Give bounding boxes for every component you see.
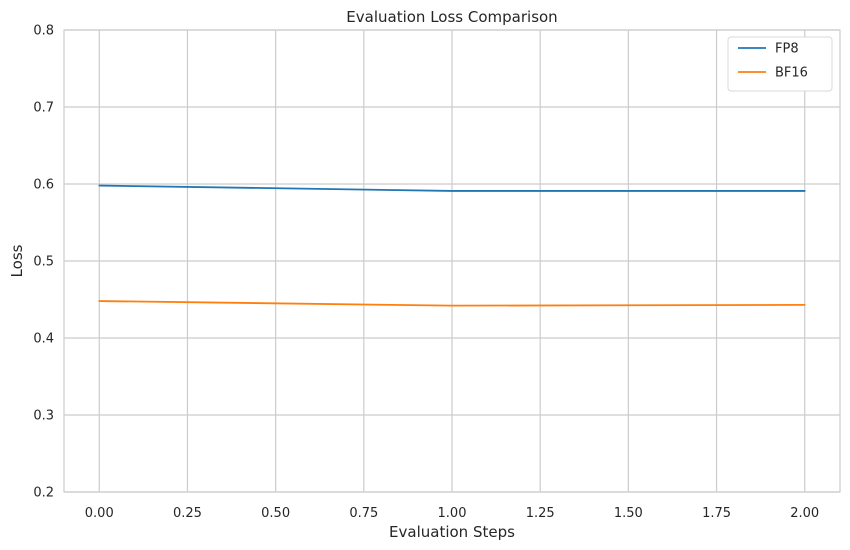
x-tick-label: 1.25 <box>526 506 555 521</box>
series-lines <box>98 184 806 307</box>
y-tick-label: 0.4 <box>33 332 54 347</box>
y-axis-label: Loss <box>8 244 26 277</box>
legend: FP8 BF16 <box>727 36 833 92</box>
y-tick-label: 0.3 <box>33 409 54 424</box>
x-tick-label: 1.50 <box>614 506 643 521</box>
series-line-fp8 <box>98 184 806 192</box>
x-tick-label: 0.75 <box>349 506 378 521</box>
x-tick-label: 1.00 <box>438 506 467 521</box>
legend-box <box>727 36 833 92</box>
plot-area <box>63 29 841 493</box>
x-tick-label: 1.75 <box>702 506 731 521</box>
x-tick-label: 0.25 <box>173 506 202 521</box>
y-tick-label: 0.7 <box>33 101 54 116</box>
chart-title: Evaluation Loss Comparison <box>346 8 557 26</box>
y-tick-label: 0.6 <box>33 178 54 193</box>
x-tick-label: 2.00 <box>790 506 819 521</box>
x-tick-label: 0.00 <box>85 506 114 521</box>
y-axis-ticks: 0.2 0.3 0.4 0.5 0.6 0.7 0.8 <box>33 24 54 501</box>
x-tick-label: 0.50 <box>261 506 290 521</box>
y-tick-label: 0.2 <box>33 486 54 501</box>
legend-label-bf16: BF16 <box>775 66 808 81</box>
series-line-bf16 <box>98 300 806 307</box>
legend-label-fp8: FP8 <box>775 42 799 57</box>
y-tick-label: 0.5 <box>33 255 54 270</box>
y-tick-label: 0.8 <box>33 24 54 39</box>
x-axis-label: Evaluation Steps <box>389 523 515 541</box>
x-axis-ticks: 0.00 0.25 0.50 0.75 1.00 1.25 1.50 1.75 2.00 <box>85 506 819 521</box>
